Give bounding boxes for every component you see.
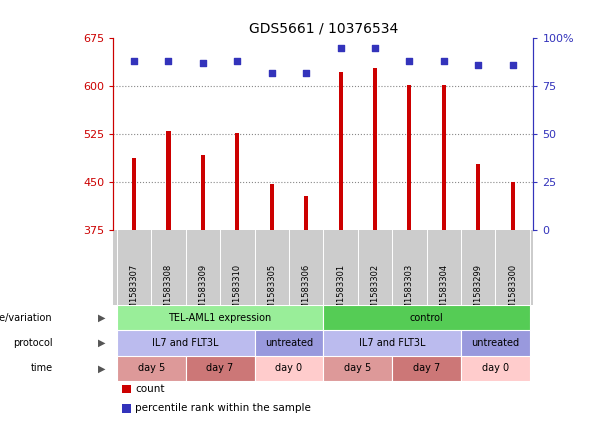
Text: IL7 and FLT3L: IL7 and FLT3L bbox=[359, 338, 425, 348]
Text: GSM1583300: GSM1583300 bbox=[508, 264, 517, 320]
Bar bbox=[442, 85, 446, 230]
Text: genotype/variation: genotype/variation bbox=[0, 313, 53, 323]
Text: untreated: untreated bbox=[471, 338, 519, 348]
Bar bbox=[117, 356, 186, 381]
Bar bbox=[186, 356, 254, 381]
Point bbox=[267, 69, 276, 76]
Point bbox=[336, 44, 346, 51]
Bar bbox=[324, 305, 530, 330]
Point bbox=[439, 58, 449, 64]
Point bbox=[198, 60, 208, 66]
Bar bbox=[201, 155, 205, 230]
Text: untreated: untreated bbox=[265, 338, 313, 348]
Bar bbox=[392, 356, 461, 381]
Text: day 7: day 7 bbox=[207, 363, 234, 374]
Bar bbox=[324, 330, 461, 356]
Bar bbox=[461, 330, 530, 356]
Point bbox=[232, 58, 242, 64]
Text: GSM1583304: GSM1583304 bbox=[440, 264, 448, 320]
Bar bbox=[304, 196, 308, 230]
Point bbox=[301, 69, 311, 76]
Text: day 0: day 0 bbox=[482, 363, 509, 374]
Bar bbox=[324, 356, 392, 381]
Text: GSM1583301: GSM1583301 bbox=[336, 264, 345, 320]
Point bbox=[508, 61, 517, 68]
Text: IL7 and FLT3L: IL7 and FLT3L bbox=[153, 338, 219, 348]
Text: percentile rank within the sample: percentile rank within the sample bbox=[135, 403, 311, 413]
Bar bbox=[461, 356, 530, 381]
Text: ▶: ▶ bbox=[97, 338, 105, 348]
Bar bbox=[235, 133, 240, 230]
Text: GSM1583302: GSM1583302 bbox=[370, 264, 379, 320]
Text: control: control bbox=[409, 313, 443, 323]
Point bbox=[129, 58, 139, 64]
Point bbox=[164, 58, 173, 64]
Text: GSM1583307: GSM1583307 bbox=[129, 264, 139, 320]
Text: ▶: ▶ bbox=[97, 363, 105, 374]
Text: GSM1583308: GSM1583308 bbox=[164, 264, 173, 320]
Text: day 5: day 5 bbox=[138, 363, 165, 374]
Text: GSM1583305: GSM1583305 bbox=[267, 264, 276, 320]
Text: protocol: protocol bbox=[13, 338, 53, 348]
Text: time: time bbox=[31, 363, 53, 374]
Bar bbox=[408, 85, 411, 230]
Text: TEL-AML1 expression: TEL-AML1 expression bbox=[169, 313, 272, 323]
Text: GSM1583299: GSM1583299 bbox=[474, 264, 483, 320]
Point bbox=[405, 58, 414, 64]
Bar bbox=[338, 72, 343, 230]
Text: GSM1583309: GSM1583309 bbox=[199, 264, 207, 320]
Bar bbox=[373, 68, 377, 230]
Bar bbox=[270, 184, 274, 230]
Text: ▶: ▶ bbox=[97, 313, 105, 323]
Text: day 0: day 0 bbox=[275, 363, 302, 374]
Bar bbox=[117, 330, 254, 356]
Bar bbox=[122, 404, 131, 413]
Bar bbox=[132, 158, 136, 230]
Bar bbox=[122, 385, 131, 393]
Bar bbox=[117, 305, 324, 330]
Text: GSM1583303: GSM1583303 bbox=[405, 264, 414, 320]
Text: GSM1583310: GSM1583310 bbox=[233, 264, 242, 320]
Bar bbox=[476, 164, 481, 230]
Text: count: count bbox=[135, 384, 165, 394]
Point bbox=[370, 44, 380, 51]
Bar bbox=[166, 131, 170, 230]
Bar bbox=[511, 182, 515, 230]
Bar bbox=[254, 330, 324, 356]
Text: day 7: day 7 bbox=[413, 363, 440, 374]
Text: day 5: day 5 bbox=[344, 363, 371, 374]
Title: GDS5661 / 10376534: GDS5661 / 10376534 bbox=[249, 22, 398, 36]
Bar bbox=[254, 356, 324, 381]
Text: GSM1583306: GSM1583306 bbox=[302, 264, 311, 320]
Point bbox=[473, 61, 483, 68]
